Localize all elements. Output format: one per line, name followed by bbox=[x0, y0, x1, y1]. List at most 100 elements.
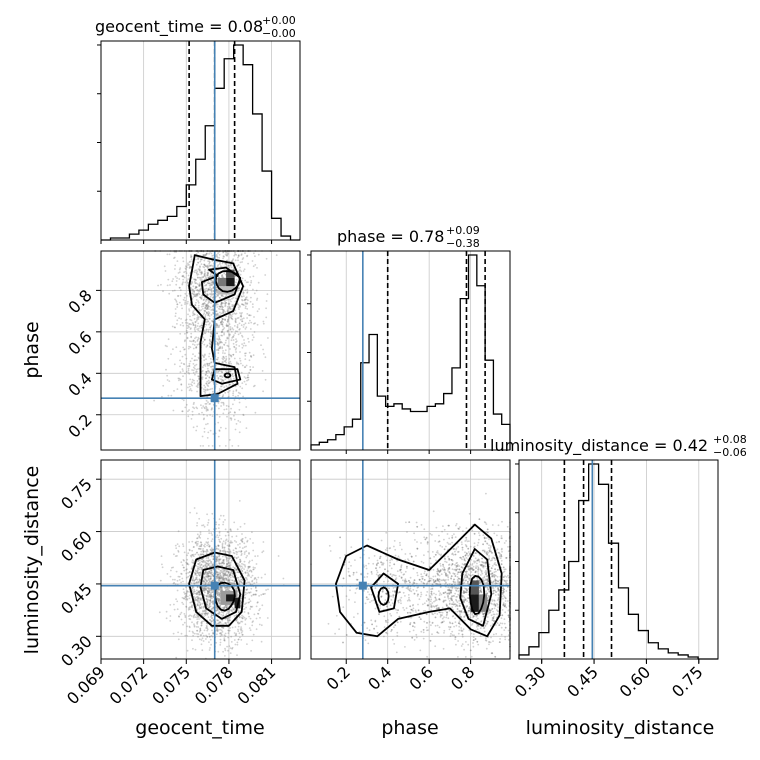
scatter-point bbox=[188, 389, 191, 392]
scatter-point bbox=[237, 362, 239, 365]
scatter-point bbox=[200, 273, 203, 276]
scatter-point bbox=[193, 382, 196, 385]
scatter-point bbox=[210, 333, 213, 335]
scatter-point bbox=[256, 310, 259, 313]
scatter-point bbox=[221, 379, 224, 382]
scatter-point bbox=[219, 628, 222, 631]
scatter-point bbox=[211, 635, 214, 638]
scatter-point bbox=[234, 259, 237, 262]
scatter-point bbox=[184, 406, 187, 409]
scatter-point bbox=[236, 325, 239, 328]
scatter-point bbox=[222, 310, 224, 313]
scatter-point bbox=[218, 370, 220, 372]
scatter-point bbox=[198, 412, 201, 415]
scatter-point bbox=[191, 292, 194, 294]
scatter-point bbox=[205, 612, 207, 615]
scatter-point bbox=[229, 383, 231, 386]
scatter-point bbox=[234, 300, 237, 303]
scatter-point bbox=[237, 628, 239, 631]
scatter-point bbox=[262, 593, 265, 595]
scatter-point bbox=[243, 304, 245, 306]
scatter-point bbox=[196, 294, 199, 297]
scatter-point bbox=[221, 276, 223, 278]
scatter-point bbox=[207, 301, 210, 303]
scatter-point bbox=[201, 276, 203, 279]
scatter-point bbox=[226, 617, 229, 620]
scatter-point bbox=[208, 263, 211, 265]
scatter-point bbox=[218, 256, 221, 259]
scatter-point bbox=[266, 293, 269, 296]
scatter-point bbox=[198, 285, 201, 287]
scatter-point bbox=[196, 314, 199, 316]
scatter-point bbox=[252, 288, 254, 291]
scatter-point bbox=[185, 265, 187, 268]
scatter-point bbox=[186, 365, 189, 368]
scatter-point bbox=[260, 344, 262, 346]
scatter-point bbox=[221, 564, 224, 567]
scatter-point bbox=[207, 369, 209, 372]
scatter-point bbox=[194, 337, 196, 340]
scatter-point bbox=[198, 308, 201, 311]
scatter-point bbox=[207, 590, 210, 593]
scatter-point bbox=[222, 350, 225, 352]
scatter-point bbox=[218, 340, 221, 343]
scatter-point bbox=[174, 583, 177, 586]
scatter-point bbox=[216, 534, 219, 537]
scatter-point bbox=[243, 268, 246, 271]
scatter-point bbox=[497, 606, 499, 609]
scatter-point bbox=[249, 366, 252, 368]
scatter-point bbox=[222, 361, 224, 363]
scatter-point bbox=[262, 320, 265, 323]
scatter-point bbox=[183, 271, 186, 274]
scatter-point bbox=[211, 408, 213, 410]
scatter-point bbox=[207, 364, 209, 367]
scatter-point bbox=[215, 322, 218, 325]
scatter-point bbox=[248, 570, 251, 573]
scatter-point bbox=[193, 271, 196, 274]
scatter-point bbox=[221, 547, 224, 549]
scatter-point bbox=[208, 364, 211, 367]
scatter-point bbox=[226, 325, 229, 328]
scatter-point bbox=[238, 345, 241, 347]
scatter-point bbox=[193, 339, 195, 342]
scatter-point bbox=[505, 540, 507, 542]
scatter-point bbox=[221, 606, 224, 609]
scatter-point bbox=[235, 553, 238, 556]
scatter-point bbox=[205, 406, 208, 409]
scatter-point bbox=[205, 372, 208, 375]
scatter-point bbox=[225, 302, 227, 304]
scatter-point bbox=[423, 572, 426, 575]
scatter-point bbox=[219, 308, 221, 311]
scatter-point bbox=[197, 327, 200, 330]
scatter-point bbox=[221, 302, 223, 304]
scatter-point bbox=[222, 650, 225, 653]
scatter-point bbox=[216, 313, 219, 315]
scatter-point bbox=[212, 309, 215, 312]
scatter-point bbox=[160, 555, 163, 557]
scatter-point bbox=[203, 525, 206, 528]
scatter-point bbox=[235, 547, 238, 550]
scatter-point bbox=[165, 368, 167, 371]
scatter-point bbox=[275, 254, 278, 257]
scatter-point bbox=[202, 388, 205, 391]
scatter-point bbox=[229, 576, 232, 579]
scatter-point bbox=[412, 607, 415, 610]
scatter-point bbox=[496, 613, 498, 615]
scatter-point bbox=[175, 283, 178, 286]
scatter-point bbox=[197, 580, 200, 583]
scatter-point bbox=[189, 260, 192, 263]
scatter-point bbox=[243, 380, 246, 383]
scatter-point bbox=[220, 294, 223, 297]
scatter-point bbox=[205, 399, 208, 402]
scatter-point bbox=[188, 372, 191, 375]
scatter-point bbox=[216, 256, 219, 259]
scatter-point bbox=[242, 295, 245, 297]
scatter-point bbox=[207, 320, 209, 323]
scatter-point bbox=[197, 273, 200, 276]
scatter-point bbox=[216, 255, 219, 258]
scatter-point bbox=[249, 300, 252, 303]
title-geocent-time: geocent_time = 0.08 +0.00 −0.00 bbox=[95, 14, 296, 40]
scatter-point bbox=[246, 317, 249, 319]
scatter-point bbox=[215, 358, 218, 361]
scatter-point bbox=[203, 296, 206, 299]
